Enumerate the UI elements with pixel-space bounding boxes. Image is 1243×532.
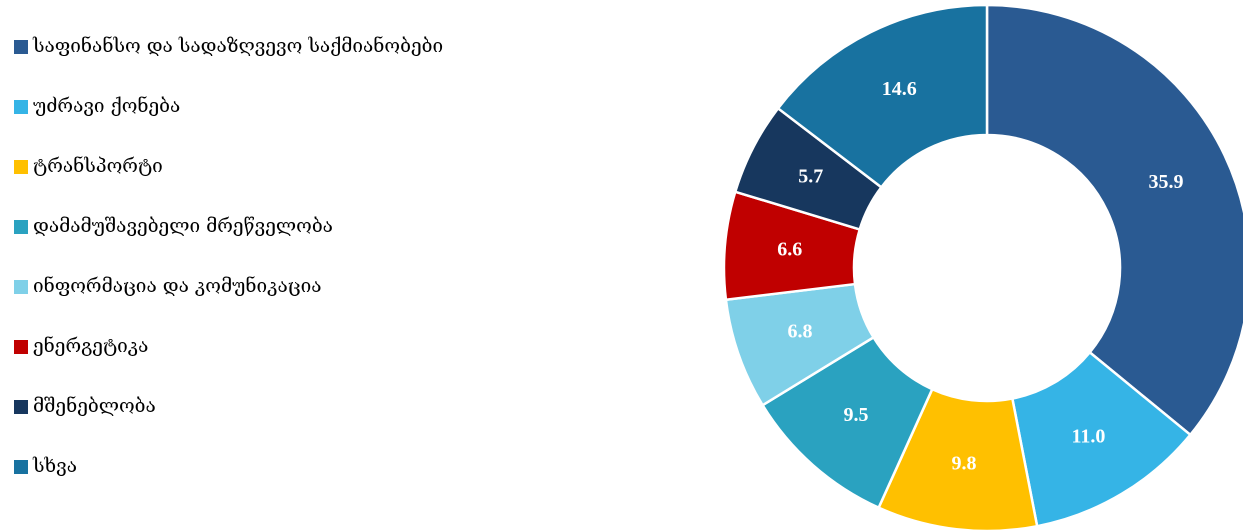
legend-label: საფინანსო და სადაზღვევო საქმიანობები <box>32 35 443 57</box>
legend-label: ტრანსპორტი <box>33 155 163 177</box>
legend-label: ინფორმაცია და კომუნიკაცია <box>33 275 321 297</box>
legend-label: მშენებლობა <box>33 395 156 417</box>
legend-label: დამამუშავებელი მრეწველობა <box>33 215 333 237</box>
legend-label: ენერგეტიკა <box>33 335 148 357</box>
legend-swatch <box>14 340 28 354</box>
legend-swatch <box>14 280 28 294</box>
legend-swatch <box>14 220 28 234</box>
legend-swatch <box>14 40 28 54</box>
legend-swatch <box>14 160 28 174</box>
data-label: 14.6 <box>882 78 917 100</box>
legend-label: სხვა <box>32 455 77 477</box>
data-label: 6.6 <box>777 238 802 260</box>
donut-slice <box>985 3 1243 437</box>
data-label: 9.8 <box>952 452 977 474</box>
data-label: 35.9 <box>1148 171 1183 193</box>
data-label: 5.7 <box>798 165 823 187</box>
legend-swatch <box>14 460 28 474</box>
data-label: 11.0 <box>1071 426 1105 448</box>
data-label: 6.8 <box>788 321 813 343</box>
legend-swatch <box>14 400 28 414</box>
legend-swatch <box>14 100 28 114</box>
legend-label: უძრავი ქონება <box>33 95 180 117</box>
data-label: 9.5 <box>843 404 868 426</box>
donut-slice <box>776 3 989 189</box>
